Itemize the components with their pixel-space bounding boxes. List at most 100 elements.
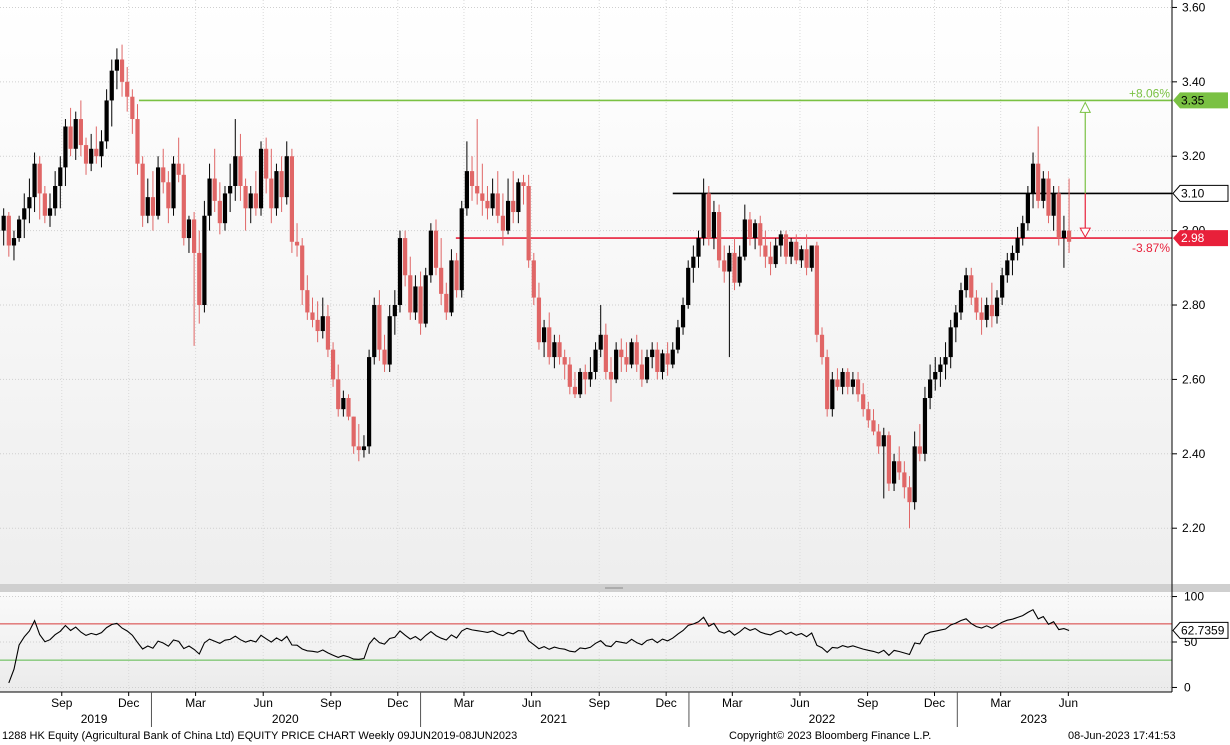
candle-body bbox=[68, 126, 73, 149]
candle-body bbox=[871, 420, 876, 432]
candle-body bbox=[711, 212, 717, 239]
rsi-line bbox=[8, 608, 1070, 684]
candle-body bbox=[330, 349, 336, 380]
candle-body bbox=[264, 148, 269, 179]
candle-body bbox=[37, 163, 42, 194]
candle-body bbox=[171, 163, 176, 209]
candle-body bbox=[655, 349, 660, 372]
candle-body bbox=[1015, 238, 1020, 253]
candle-body bbox=[994, 297, 1000, 317]
candle-body bbox=[593, 349, 598, 372]
candle-body bbox=[850, 379, 855, 387]
candle-body bbox=[608, 371, 614, 380]
x-tick-label: Sep bbox=[320, 696, 342, 710]
candle-body bbox=[691, 256, 696, 268]
level-lines bbox=[138, 99, 1172, 239]
candle-body bbox=[413, 286, 418, 313]
candle-body bbox=[861, 394, 866, 410]
candle-body bbox=[557, 342, 562, 358]
y-tick-label: 2.80 bbox=[1182, 298, 1206, 312]
candle-body bbox=[665, 353, 670, 365]
candle-body bbox=[917, 446, 922, 454]
x-tick-label: Mar bbox=[185, 696, 206, 710]
y-tick-label: 3.60 bbox=[1182, 0, 1206, 14]
y-tick-label: 3.20 bbox=[1182, 149, 1206, 163]
candle-body bbox=[346, 398, 351, 417]
candle-body bbox=[716, 212, 722, 261]
candle-body bbox=[475, 185, 480, 194]
candle-body bbox=[1005, 260, 1010, 276]
candle-body bbox=[799, 249, 804, 261]
candle-body bbox=[490, 193, 495, 209]
candle-body bbox=[706, 193, 711, 239]
candle-body bbox=[696, 238, 701, 257]
candle-body bbox=[984, 305, 989, 320]
candle-body bbox=[1025, 193, 1030, 224]
candle-body bbox=[922, 398, 928, 454]
candle-body bbox=[423, 275, 428, 324]
candle-body bbox=[197, 252, 202, 306]
candle-body bbox=[222, 193, 228, 224]
candle-body bbox=[583, 371, 588, 380]
x-year-label: 2022 bbox=[809, 712, 836, 726]
rsi-value-label: 62.7359 bbox=[1181, 623, 1225, 637]
candle-body bbox=[814, 245, 819, 335]
candle-body bbox=[464, 171, 469, 209]
candle-body bbox=[130, 96, 135, 120]
candle-body bbox=[186, 219, 192, 239]
candle-body bbox=[789, 241, 794, 257]
candle-body bbox=[11, 238, 17, 246]
candle-body bbox=[274, 171, 279, 209]
candle-body bbox=[22, 208, 27, 220]
candle-body bbox=[392, 305, 397, 317]
candle-body bbox=[1046, 178, 1051, 216]
candle-body bbox=[953, 312, 958, 328]
candle-body bbox=[547, 327, 552, 358]
candle-body bbox=[639, 364, 644, 380]
candle-body bbox=[104, 100, 109, 142]
candle-body bbox=[17, 219, 22, 239]
candle-body bbox=[284, 156, 289, 198]
candle-body bbox=[521, 182, 526, 186]
candle-body bbox=[516, 182, 521, 213]
candle-body bbox=[758, 223, 763, 246]
candle-body bbox=[943, 357, 948, 365]
candle-body bbox=[428, 230, 433, 276]
candle-body bbox=[541, 327, 547, 343]
candle-body bbox=[891, 461, 897, 484]
candle-body bbox=[382, 349, 387, 365]
candle-body bbox=[310, 312, 315, 320]
candle-body bbox=[629, 342, 634, 365]
candle-body bbox=[783, 234, 789, 257]
candle-body bbox=[73, 119, 78, 149]
downside-arrow-head bbox=[1079, 227, 1092, 239]
candle-body bbox=[819, 334, 825, 358]
candle-body bbox=[1056, 193, 1061, 239]
y-tick-label: 2.60 bbox=[1182, 372, 1206, 386]
candle-body bbox=[1051, 193, 1056, 216]
x-tick-label: Sep bbox=[857, 696, 879, 710]
candle-body bbox=[495, 193, 500, 216]
candle-body bbox=[526, 185, 531, 261]
candle-body bbox=[377, 305, 382, 350]
candle-body bbox=[300, 245, 305, 291]
candle-body bbox=[598, 334, 603, 350]
candle-body bbox=[233, 156, 238, 186]
candle-body bbox=[166, 182, 171, 209]
x-tick-label: Sep bbox=[589, 696, 611, 710]
candle-body bbox=[439, 267, 444, 294]
candle-body bbox=[408, 275, 413, 313]
candle-body bbox=[675, 327, 681, 350]
candle-body bbox=[902, 472, 907, 488]
y-tick-label: 3.40 bbox=[1182, 75, 1206, 89]
rsi-grid bbox=[0, 592, 1172, 692]
candle-body bbox=[32, 163, 37, 198]
candle-body bbox=[449, 260, 454, 313]
candle-body bbox=[603, 334, 608, 372]
candle-body bbox=[315, 319, 320, 332]
candle-body bbox=[511, 200, 516, 213]
candle-body bbox=[356, 446, 361, 451]
candlestick-series bbox=[1, 44, 1072, 529]
